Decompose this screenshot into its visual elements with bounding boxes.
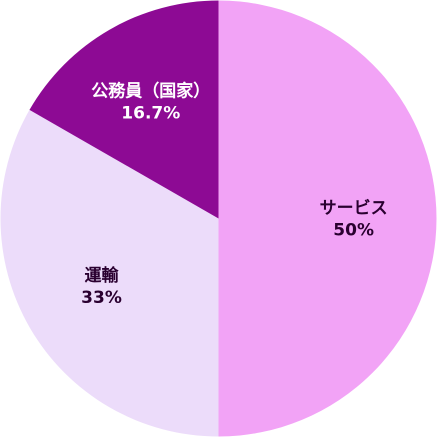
pie-slice-1	[0, 109, 219, 437]
slice-label-2: 公務員（国家）	[91, 81, 210, 102]
pie-slice-0	[218, 0, 437, 437]
pie-slice-2	[29, 0, 219, 219]
slice-value-1: 33%	[81, 288, 122, 308]
slice-label-1: 運輸	[85, 265, 120, 286]
slice-value-2: 16.7%	[121, 104, 180, 124]
slice-value-0: 50%	[333, 221, 374, 241]
slice-label-0: サービス	[320, 199, 388, 219]
